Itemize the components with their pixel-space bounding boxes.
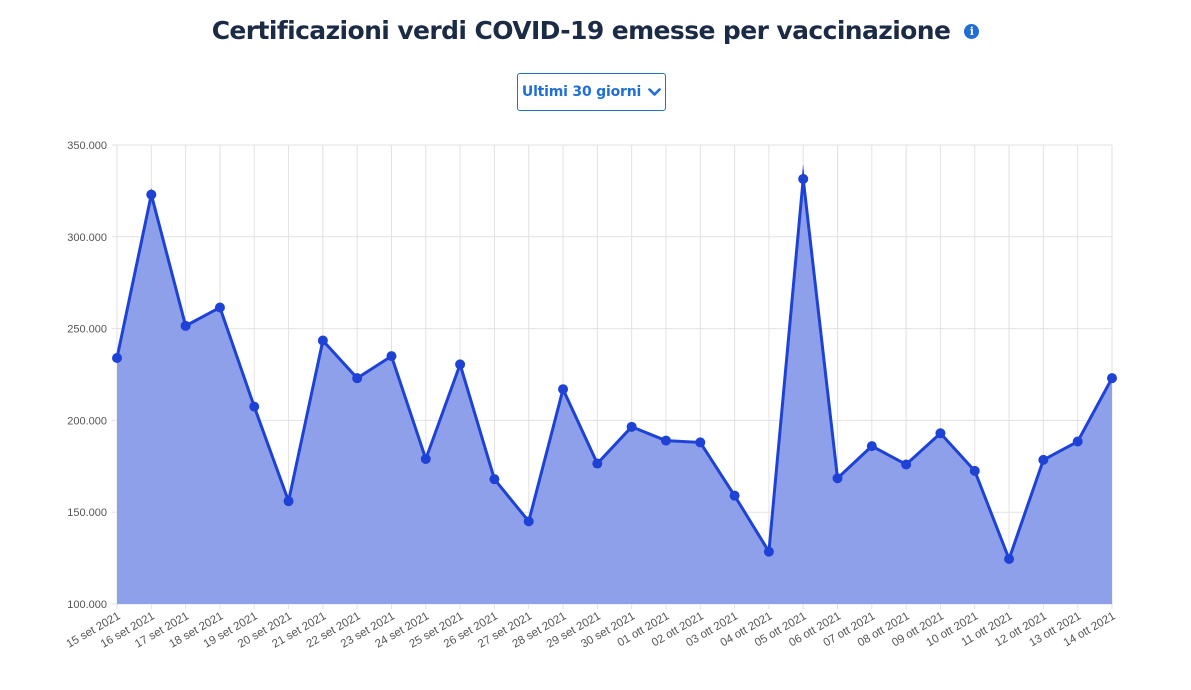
data-point [180,320,191,331]
data-point [214,302,225,313]
info-circle-icon[interactable]: i [964,24,980,39]
y-tick-label: 300.000 [67,232,107,244]
data-point [935,428,946,439]
data-point [386,351,397,362]
data-point [901,459,912,470]
data-point [420,453,431,464]
chevron-down-icon [648,87,661,96]
data-point [249,401,260,412]
range-dropdown[interactable]: Ultimi 30 giorni [517,73,666,111]
y-tick-label: 100.000 [67,599,107,611]
data-point [695,437,706,448]
data-point [660,435,671,446]
data-point [455,359,466,370]
range-dropdown-label: Ultimi 30 giorni [521,84,642,100]
title-row: Certificazioni verdi COVID-19 emesse per… [0,8,1191,52]
data-point [592,458,603,469]
y-tick-label: 350.000 [67,140,107,152]
series-area [117,178,1112,604]
data-point [1004,554,1015,565]
y-tick-label: 250.000 [67,324,107,336]
series-line [115,164,1114,564]
data-point [558,384,569,395]
data-point [317,335,328,346]
data-point [763,546,774,557]
data-point [626,421,637,432]
data-point [283,496,294,507]
data-point [352,373,363,384]
data-point [1107,373,1117,384]
data-point [969,465,980,476]
data-point [146,189,157,200]
data-point [798,173,809,184]
data-point [832,473,843,484]
y-tick-label: 200.000 [67,415,107,427]
page-title: Certificazioni verdi COVID-19 emesse per… [211,15,951,45]
data-point [523,516,534,527]
y-tick-label: 150.000 [67,507,107,519]
data-point [1072,436,1083,447]
data-point [866,441,877,452]
data-point [1038,454,1049,465]
data-point [729,490,740,501]
data-point [112,352,122,363]
data-point [489,474,500,485]
